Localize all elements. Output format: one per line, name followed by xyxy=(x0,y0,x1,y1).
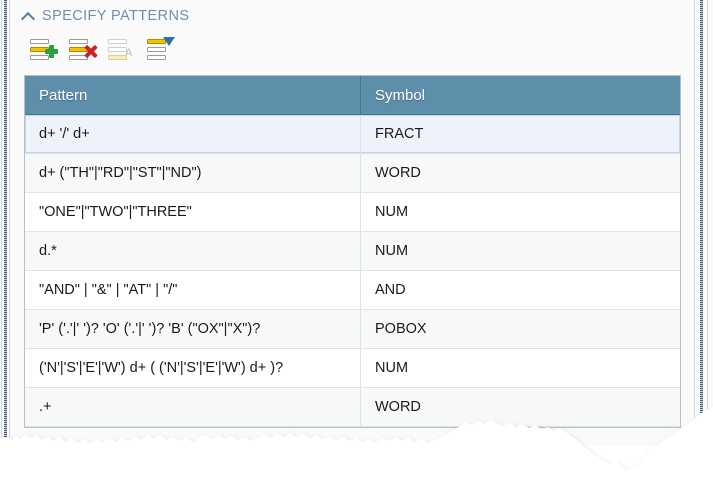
chevron-up-icon[interactable] xyxy=(22,10,35,23)
rows-cross-icon xyxy=(69,39,88,60)
specify-patterns-panel: SPECIFY PATTERNS xyxy=(0,0,713,446)
rows-sort-a-icon xyxy=(108,39,127,60)
window-edge-right-inner-line xyxy=(694,0,695,446)
panel-sheet: SPECIFY PATTERNS xyxy=(10,0,694,446)
section-header-specify-patterns[interactable]: SPECIFY PATTERNS xyxy=(22,6,189,26)
patterns-toolbar: A xyxy=(29,36,175,66)
table-row[interactable]: "AND" | "&" | "AT" | "/" AND xyxy=(25,271,680,310)
table-row[interactable]: d+ '/' d+ FRACT xyxy=(25,115,680,154)
filter-pattern-button[interactable] xyxy=(146,36,175,62)
cell-symbol[interactable]: FRACT xyxy=(375,126,424,142)
table-row[interactable]: "ONE"|"TWO"|"THREE" NUM xyxy=(25,193,680,232)
table-row[interactable]: d.* NUM xyxy=(25,232,680,271)
cell-pattern[interactable]: "AND" | "&" | "AT" | "/" xyxy=(25,271,361,309)
cell-pattern[interactable]: .+ xyxy=(25,388,361,426)
cell-symbol[interactable]: AND xyxy=(375,282,406,298)
sort-pattern-button: A xyxy=(107,36,135,62)
cell-pattern[interactable]: ('N'|'S'|'E'|'W') d+ ( ('N'|'S'|'E'|'W')… xyxy=(25,349,361,387)
cell-symbol[interactable]: NUM xyxy=(375,243,409,259)
cell-symbol[interactable]: WORD xyxy=(375,399,421,415)
window-edge-right-dotted xyxy=(700,0,703,446)
panel-clip: SPECIFY PATTERNS xyxy=(0,0,713,446)
rows-plus-icon xyxy=(30,39,49,60)
cell-pattern[interactable]: d+ '/' d+ xyxy=(25,115,361,153)
table-row[interactable]: 'P' ('.'|' ')? 'O' ('.'|' ')? 'B' ("OX"|… xyxy=(25,310,680,349)
cell-pattern[interactable]: d+ ("TH"|"RD"|"ST"|"ND") xyxy=(25,154,361,192)
table-row[interactable]: d+ ("TH"|"RD"|"ST"|"ND") WORD xyxy=(25,154,680,193)
window-edge-left-dotted xyxy=(4,0,7,446)
delete-pattern-button[interactable] xyxy=(68,36,96,62)
cross-icon xyxy=(84,45,97,58)
window-edge-right-line xyxy=(707,0,708,446)
column-header-pattern[interactable]: Pattern xyxy=(25,76,361,114)
cell-pattern[interactable]: "ONE"|"TWO"|"THREE" xyxy=(25,193,361,231)
cell-symbol[interactable]: NUM xyxy=(375,204,409,220)
window-edge-left-line xyxy=(1,0,2,446)
cell-symbol[interactable]: POBOX xyxy=(375,321,427,337)
sort-letter-a-icon: A xyxy=(125,47,133,59)
cell-symbol[interactable]: WORD xyxy=(375,165,421,181)
add-pattern-button[interactable] xyxy=(29,36,58,62)
column-header-symbol[interactable]: Symbol xyxy=(375,86,426,104)
table-row[interactable]: ('N'|'S'|'E'|'W') d+ ( ('N'|'S'|'E'|'W')… xyxy=(25,349,680,388)
cell-pattern[interactable]: 'P' ('.'|' ')? 'O' ('.'|' ')? 'B' ("OX"|… xyxy=(25,310,361,348)
cell-pattern[interactable]: d.* xyxy=(25,232,361,270)
filter-funnel-icon xyxy=(163,37,175,46)
window-edge-left-inner-line xyxy=(9,0,10,446)
cell-symbol[interactable]: NUM xyxy=(375,360,409,376)
grid-header-row: Pattern Symbol xyxy=(25,76,680,115)
patterns-grid: Pattern Symbol d+ '/' d+ FRACT d+ ("TH"|… xyxy=(24,75,681,428)
table-row[interactable]: .+ WORD xyxy=(25,388,680,427)
plus-icon xyxy=(45,45,58,58)
section-title: SPECIFY PATTERNS xyxy=(42,8,190,24)
